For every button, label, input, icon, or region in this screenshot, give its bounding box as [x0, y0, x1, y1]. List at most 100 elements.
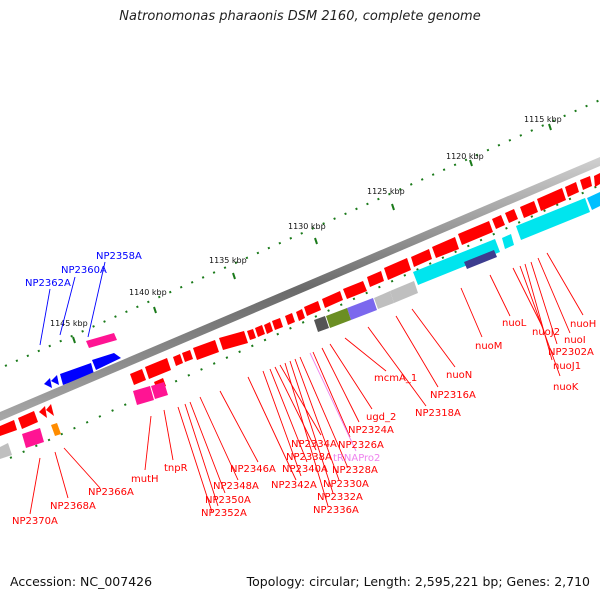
gene-red[interactable] [0, 420, 17, 436]
gene-red[interactable] [458, 221, 493, 245]
gene-red[interactable] [219, 331, 248, 350]
gene-red[interactable] [432, 237, 459, 258]
gene-red[interactable] [343, 281, 367, 299]
gene-red[interactable] [46, 404, 54, 416]
gene-label-np2368a[interactable]: NP2368A [50, 501, 96, 512]
gene-red[interactable] [182, 350, 193, 362]
gene-label-np2360a[interactable]: NP2360A [61, 265, 107, 276]
reverse-strand-genes [44, 333, 121, 388]
gene-label-np2334a[interactable]: NP2334A [291, 439, 337, 450]
map-title: Natronomonas pharaonis DSM 2160, complet… [119, 9, 481, 24]
gene-label-trnapro2[interactable]: tRNAPro2 [333, 453, 380, 464]
gene-label-np2358a[interactable]: NP2358A [96, 251, 142, 262]
gene-label-np2328a[interactable]: NP2328A [332, 465, 378, 476]
gene-label-np2316a[interactable]: NP2316A [430, 390, 476, 401]
outer-tick-ruler [4, 99, 600, 367]
gene-cyan-long[interactable] [516, 198, 590, 240]
gene-label-np2362a[interactable]: NP2362A [25, 278, 71, 289]
gene-red[interactable] [367, 271, 384, 287]
gene-label-np2352a[interactable]: NP2352A [201, 508, 247, 519]
gene-label-np2370a[interactable]: NP2370A [12, 516, 58, 527]
gene-cyan-long[interactable] [413, 239, 500, 285]
gene-red[interactable] [18, 411, 38, 429]
gene-red[interactable] [193, 340, 219, 360]
gene-gray[interactable] [374, 291, 394, 309]
gene-label-np2302a[interactable]: NP2302A [548, 347, 594, 358]
gene-red[interactable] [272, 318, 283, 330]
gene-label-nuom[interactable]: nuoM [475, 341, 502, 352]
forward-strand-genes [0, 173, 600, 459]
gene-red[interactable] [173, 354, 183, 366]
gene-label-np2348a[interactable]: NP2348A [213, 481, 259, 492]
gene-np2362a[interactable] [44, 378, 52, 388]
gene-olive[interactable] [326, 308, 351, 328]
kbp-label: 1145 kbp [50, 319, 88, 328]
gene-label-np2342a[interactable]: NP2342A [271, 480, 317, 491]
gene-red[interactable] [492, 215, 505, 229]
gene-red[interactable] [565, 182, 579, 197]
gene-red[interactable] [520, 201, 538, 218]
gene-red[interactable] [505, 209, 518, 223]
gene-red[interactable] [304, 301, 321, 316]
gene-dark[interactable] [314, 316, 329, 332]
gene-gray[interactable] [390, 281, 418, 303]
gene-red[interactable] [145, 358, 171, 379]
gene-label-nuol[interactable]: nuoL [502, 318, 527, 329]
gene-red[interactable] [296, 309, 305, 321]
gene-red[interactable] [39, 406, 47, 418]
gene-red[interactable] [384, 258, 411, 280]
gene-np2358a[interactable] [86, 333, 117, 348]
gene-label-np2366a[interactable]: NP2366A [88, 487, 134, 498]
kbp-label: 1140 kbp [129, 288, 167, 297]
gene-label-tnpr[interactable]: tnpR [164, 463, 188, 474]
gene-pink[interactable] [133, 386, 154, 405]
gene-label-np2326a[interactable]: NP2326A [338, 440, 384, 451]
gene-red[interactable] [255, 325, 265, 337]
gene-label-np2330a[interactable]: NP2330A [323, 479, 369, 490]
gene-red[interactable] [247, 329, 256, 340]
genome-summary-text: Topology: circular; Length: 2,595,221 bp… [246, 574, 590, 589]
gene-red[interactable] [537, 188, 566, 211]
gene-label-np2350a[interactable]: NP2350A [205, 495, 251, 506]
gene-label-np2346a[interactable]: NP2346A [230, 464, 276, 475]
gene-label-nuoh[interactable]: nuoH [570, 319, 596, 330]
gene-label-np2332a[interactable]: NP2332A [317, 492, 363, 503]
kbp-label: 1125 kbp [367, 187, 405, 196]
gene-label-np2324a[interactable]: NP2324A [348, 425, 394, 436]
gene-blue-4[interactable] [51, 375, 59, 385]
gene-np2360a[interactable] [60, 363, 94, 385]
gene-label-mcma-1[interactable]: mcmA_1 [374, 373, 417, 384]
gene-red[interactable] [411, 249, 432, 267]
gene-label-ugd-2[interactable]: ugd_2 [366, 412, 396, 423]
gene-label-muth[interactable]: mutH [131, 474, 159, 485]
gene-label-np2338a[interactable]: NP2338A [286, 452, 332, 463]
gene-red[interactable] [285, 313, 295, 325]
gene-label-nuon[interactable]: nuoN [446, 370, 472, 381]
gene-label-nuoj1[interactable]: nuoJ1 [553, 361, 581, 372]
gene-label-nuok[interactable]: nuoK [553, 382, 579, 393]
kbp-labels: 1115 kbp 1120 kbp 1125 kbp 1130 kbp 1135… [50, 115, 562, 328]
gene-purple[interactable] [347, 298, 377, 320]
gene-blue-2[interactable] [92, 353, 121, 370]
gene-pink[interactable] [151, 382, 168, 399]
gene-label-np2318a[interactable]: NP2318A [415, 408, 461, 419]
reverse-strand-labels: NP2358A NP2360A NP2362A [25, 251, 142, 289]
gene-gray[interactable] [0, 443, 12, 459]
gene-pink[interactable] [22, 428, 44, 448]
gene-label-nuoj2[interactable]: nuoJ2 [532, 327, 560, 338]
gene-navy[interactable] [464, 250, 497, 269]
gene-red[interactable] [322, 291, 343, 308]
gene-red[interactable] [580, 176, 592, 190]
gene-cyan[interactable] [587, 192, 600, 210]
kbp-label: 1120 kbp [446, 152, 484, 161]
gene-red[interactable] [264, 322, 273, 334]
gene-label-np2340a[interactable]: NP2340A [282, 464, 328, 475]
kbp-label: 1135 kbp [209, 256, 247, 265]
gene-label-np2336a[interactable]: NP2336A [313, 505, 359, 516]
gene-label-nuoi[interactable]: nuoI [564, 335, 586, 346]
gene-red[interactable] [130, 369, 146, 385]
gene-orange[interactable] [51, 423, 61, 436]
gene-cyan[interactable] [502, 234, 514, 249]
gene-red[interactable] [594, 173, 600, 187]
